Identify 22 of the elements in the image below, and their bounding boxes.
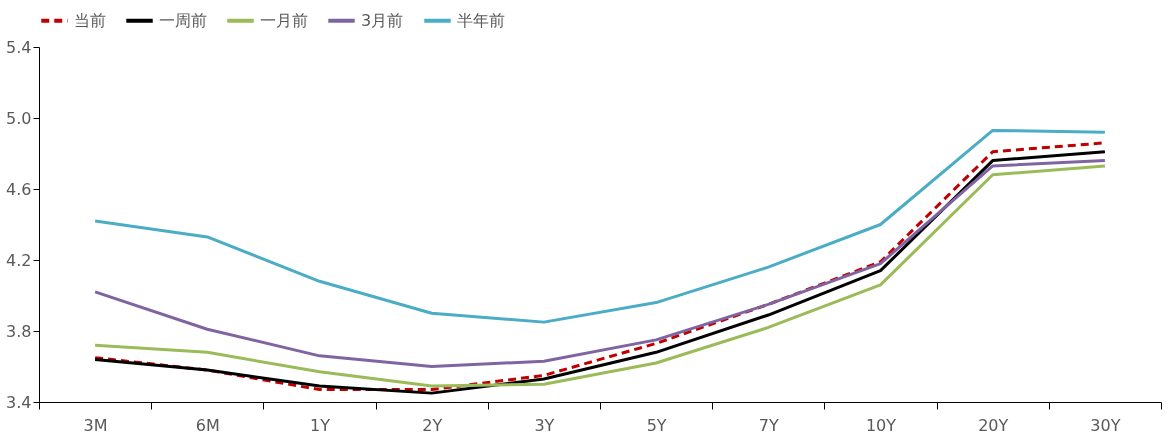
legend-label: 一周前 bbox=[159, 10, 207, 30]
line-series bbox=[93, 128, 1107, 324]
x-tick-label: 20Y bbox=[978, 415, 1009, 435]
x-tick-label: 30Y bbox=[1090, 415, 1121, 435]
legend-label: 一月前 bbox=[260, 10, 308, 30]
x-tick-label: 1Y bbox=[310, 415, 331, 435]
y-tick-label: 3.8 bbox=[6, 321, 32, 341]
x-tick-label: 6M bbox=[195, 415, 220, 435]
y-tick-label: 4.2 bbox=[6, 250, 32, 270]
y-tick-label: 4.6 bbox=[6, 179, 32, 199]
legend-label: 半年前 bbox=[457, 10, 505, 30]
y-tick-label: 5.4 bbox=[6, 37, 32, 57]
x-tick-label: 3Y bbox=[534, 415, 555, 435]
legend-label: 3月前 bbox=[361, 10, 404, 30]
x-tick-label: 7Y bbox=[758, 415, 779, 435]
x-tick-label: 10Y bbox=[865, 415, 897, 435]
legend-label: 当前 bbox=[74, 10, 106, 30]
y-tick-label: 5.0 bbox=[6, 108, 32, 128]
x-tick-label: 3M bbox=[83, 415, 108, 435]
y-tick-label: 3.4 bbox=[6, 392, 32, 412]
x-tick-label: 5Y bbox=[646, 415, 667, 435]
x-tick-label: 2Y bbox=[422, 415, 443, 435]
